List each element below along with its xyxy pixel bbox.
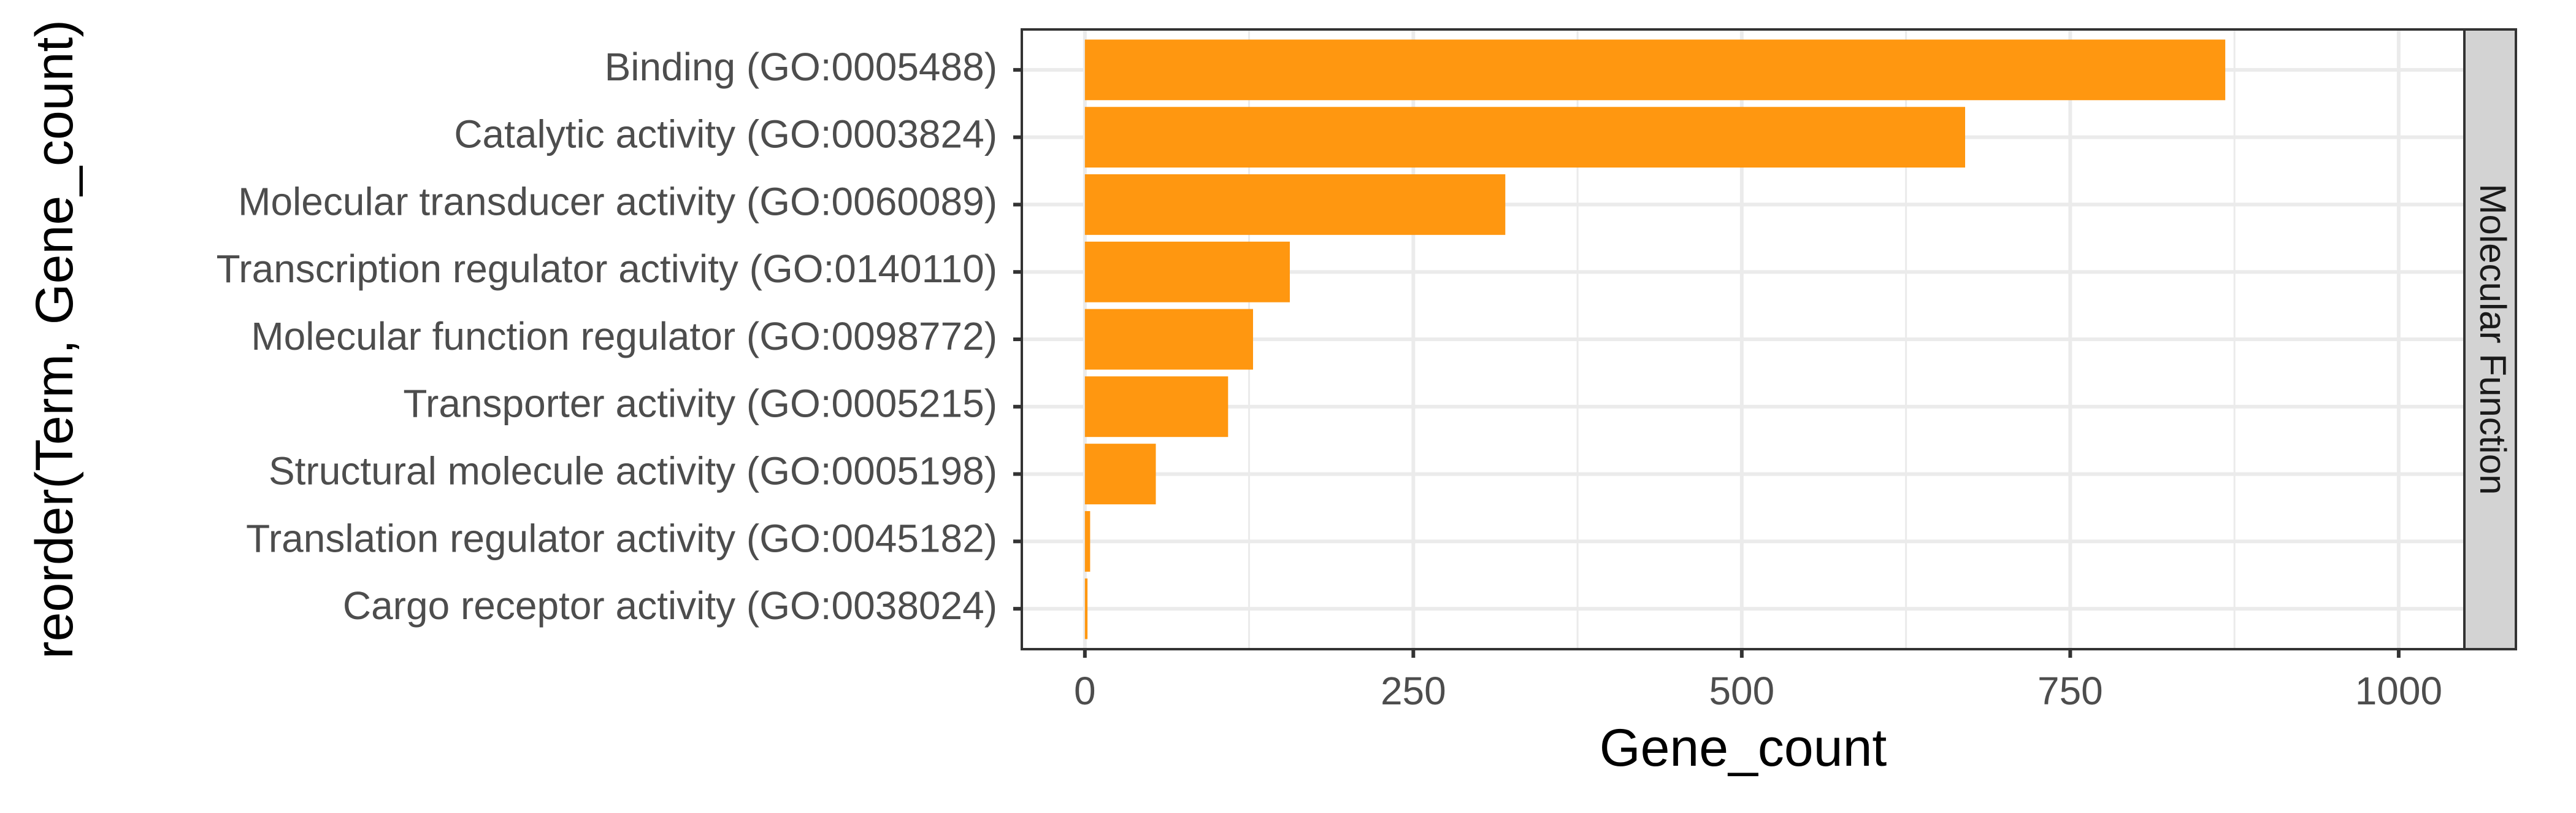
y-tick-label: Structural molecule activity (GO:0005198…	[269, 449, 997, 493]
y-tick-label: Catalytic activity (GO:0003824)	[454, 112, 997, 156]
y-axis: Binding (GO:0005488) Catalytic activity (…	[217, 45, 1022, 628]
x-tick-label: 500	[1709, 669, 1774, 713]
bar	[1084, 107, 1966, 168]
y-tick-label: Molecular function regulator (GO:0098772…	[251, 314, 997, 358]
bars	[1084, 39, 2226, 639]
x-axis-title: Gene_count	[1600, 719, 1887, 777]
y-tick-label: Transcription regulator activity (GO:014…	[217, 247, 997, 291]
y-axis-title: reorder(Term, Gene_count)	[25, 20, 84, 659]
x-tick-label: 0	[1074, 669, 1096, 713]
y-tick-label: Cargo receptor activity (GO:0038024)	[343, 584, 997, 628]
facet-strip-background	[2463, 28, 2517, 650]
bar	[1084, 511, 1091, 572]
x-tick-label: 750	[2037, 669, 2103, 713]
x-tick-label: 250	[1381, 669, 1446, 713]
y-tick-label: Binding (GO:0005488)	[605, 45, 997, 89]
y-tick-label: Translation regulator activity (GO:00451…	[246, 516, 997, 560]
bar	[1084, 578, 1088, 639]
facet-strip-label: Molecular Function	[2472, 184, 2513, 495]
x-axis: 0 250 500 750 1000	[1074, 649, 2442, 713]
bar	[1084, 444, 1156, 504]
bar	[1084, 241, 1290, 302]
x-tick-label: 1000	[2355, 669, 2442, 713]
bar	[1084, 376, 1229, 437]
bar	[1084, 39, 2226, 101]
facet-strip: Molecular Function	[2463, 28, 2517, 650]
bar	[1084, 174, 1506, 235]
y-tick-label: Transporter activity (GO:0005215)	[403, 382, 997, 426]
y-tick-label: Molecular transducer activity (GO:006008…	[238, 179, 997, 223]
bar	[1084, 309, 1254, 370]
